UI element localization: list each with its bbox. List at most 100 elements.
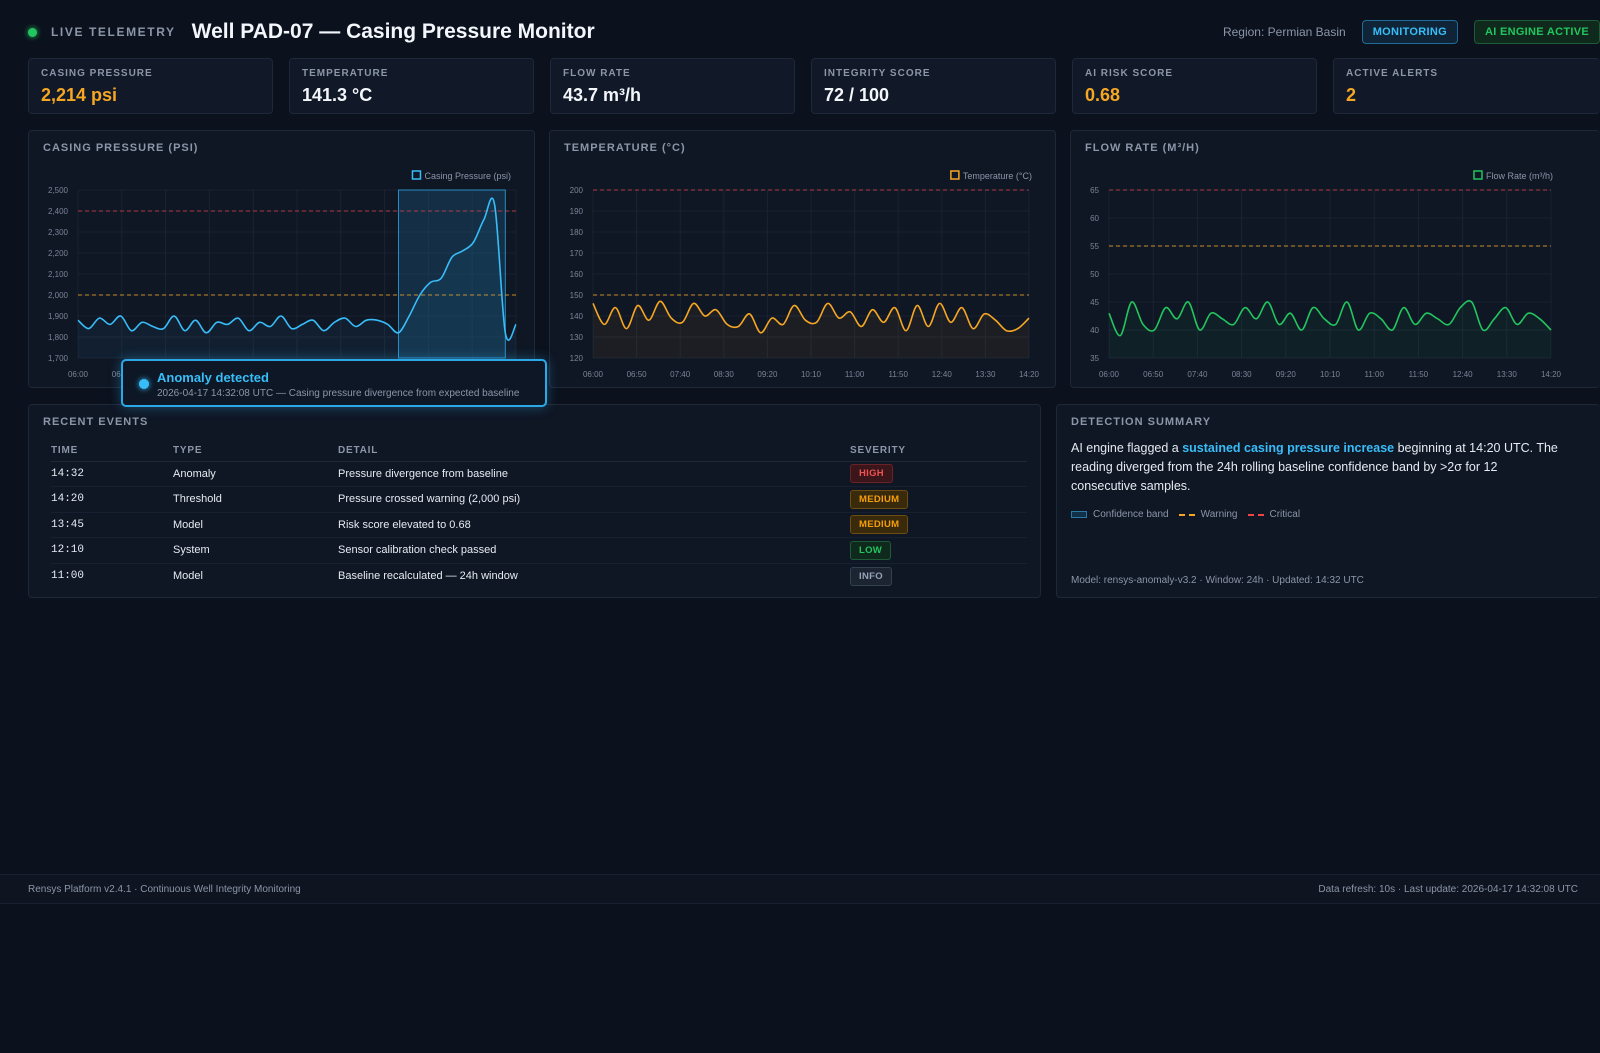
x-tick-label: 13:30 — [975, 370, 996, 379]
table-row[interactable]: 14:32 Anomaly Pressure divergence from b… — [51, 461, 1027, 487]
y-tick-label: 65 — [1090, 186, 1099, 195]
warning-swatch — [1178, 513, 1195, 516]
severity-badge: MEDIUM — [850, 515, 909, 535]
x-tick-label: 14:20 — [1019, 370, 1040, 379]
x-tick-label: 06:50 — [627, 370, 648, 379]
chart-title: TEMPERATURE (°C) — [564, 142, 686, 154]
recent-events-panel: RECENT EVENTS TIME TYPE DETAIL SEVERITY … — [28, 404, 1041, 598]
kpi-casing-pressure[interactable]: CASING PRESSURE 2,214 psi — [28, 58, 273, 114]
event-time: 11:00 — [51, 570, 85, 582]
severity-badge: HIGH — [850, 464, 893, 484]
ai-engine-badge[interactable]: AI ENGINE ACTIVE — [1473, 20, 1600, 44]
x-tick-label: 11:50 — [888, 370, 908, 379]
series-line — [592, 300, 1030, 334]
flow-chart[interactable]: 35 40 45 50 55 60 65 06:00 06:50 07:40 08:30 09:20 1… — [1071, 131, 1600, 389]
event-type: Anomaly — [173, 461, 338, 487]
chart-title: FLOW RATE (M³/H) — [1085, 142, 1200, 154]
legend-swatch — [950, 170, 960, 180]
event-detail: Pressure crossed warning (2,000 psi) — [338, 486, 850, 513]
y-tick-label: 180 — [570, 228, 584, 237]
kpi-temperature[interactable]: TEMPERATURE 141.3 °C — [289, 58, 534, 114]
legend-label: Flow Rate (m³/h) — [1486, 171, 1553, 181]
x-tick-label: 11:00 — [845, 370, 865, 379]
summary-title: DETECTION SUMMARY — [1071, 416, 1212, 428]
y-tick-label: 40 — [1090, 326, 1099, 335]
col-type[interactable]: TYPE — [173, 441, 338, 462]
y-tick-label: 140 — [570, 312, 584, 321]
anomaly-tooltip[interactable]: Anomaly detected 2026-04-17 14:32:08 UTC… — [121, 359, 547, 407]
summary-text: AI engine flagged a sustained casing pre… — [1071, 439, 1561, 496]
kpi-flow-rate[interactable]: FLOW RATE 43.7 m³/h — [550, 58, 795, 114]
severity-badge: LOW — [850, 540, 892, 560]
tooltip-subtitle: 2026-04-17 14:32:08 UTC — Casing pressur… — [157, 388, 520, 399]
event-type: Threshold — [173, 486, 338, 513]
page-title: Well PAD-07 — Casing Pressure Monitor — [191, 20, 595, 43]
severity-badge: MEDIUM — [850, 489, 909, 509]
y-tick-label: 60 — [1090, 214, 1099, 223]
series-area — [78, 198, 516, 358]
x-tick-label: 09:20 — [1276, 370, 1297, 379]
kpi-label: AI RISK SCORE — [1085, 68, 1174, 79]
summary-text-end: beginning at 14:20 UTC. The reading dive… — [1071, 441, 1558, 493]
series-area — [593, 301, 1029, 358]
x-tick-label: 06:00 — [68, 370, 89, 379]
event-time: 13:45 — [51, 512, 173, 538]
y-tick-label: 200 — [570, 186, 584, 195]
events-title: RECENT EVENTS — [43, 416, 149, 428]
y-tick-label: 2,000 — [48, 291, 69, 300]
kpi-label: TEMPERATURE — [302, 68, 389, 79]
y-tick-label: 150 — [570, 291, 584, 300]
x-tick-label: 06:50 — [1143, 370, 1164, 379]
table-header-row: TIME TYPE DETAIL SEVERITY — [51, 441, 1027, 462]
detection-summary-panel: DETECTION SUMMARY AI engine flagged a su… — [1056, 404, 1600, 598]
kpi-value: 0.68 — [1085, 85, 1121, 105]
page-footer: Rensys Platform v2.4.1 · Continuous Well… — [0, 874, 1600, 904]
series-area — [1109, 300, 1551, 358]
table-row[interactable]: 11:00 Model Baseline recalculated — 24h … — [51, 563, 1027, 589]
pressure-chart-panel: CASING PRESSURE (PSI) 1,700 1,800 1,900 2,0… — [28, 130, 535, 388]
col-severity[interactable]: SEVERITY — [850, 441, 1027, 462]
temperature-chart[interactable]: 120 130 140 150 160 170 180 190 200 06:00 06:50 07:… — [550, 131, 1057, 389]
table-row[interactable]: 14:20 Threshold Pressure crossed warning… — [51, 486, 1027, 513]
y-tick-label: 45 — [1090, 298, 1099, 307]
event-type: Model — [173, 512, 338, 538]
event-type: System — [173, 537, 338, 564]
x-tick-label: 10:10 — [1320, 370, 1341, 379]
kpi-integrity-score[interactable]: INTEGRITY SCORE 72 / 100 — [811, 58, 1056, 114]
x-tick-label: 06:00 — [1099, 370, 1120, 379]
col-time[interactable]: TIME — [51, 441, 173, 462]
table-row[interactable]: 12:10 System Sensor calibration check pa… — [51, 537, 1027, 564]
legend-critical: Critical — [1269, 509, 1301, 520]
y-tick-label: 2,200 — [48, 249, 69, 258]
x-tick-label: 07:40 — [670, 370, 691, 379]
legend-label: Temperature (°C) — [963, 171, 1032, 181]
x-tick-label: 07:40 — [1187, 370, 1208, 379]
monitoring-badge[interactable]: MONITORING — [1361, 20, 1458, 44]
event-time: 12:10 — [51, 537, 173, 564]
legend-swatch — [411, 170, 422, 180]
kpi-label: CASING PRESSURE — [41, 68, 153, 79]
pressure-chart[interactable]: 1,700 1,800 1,900 2,000 2,100 2,200 2,300 2,400… — [29, 131, 536, 389]
tooltip-title: Anomaly detected — [157, 370, 269, 385]
events-table: TIME TYPE DETAIL SEVERITY 14:32 Anomaly … — [51, 441, 1027, 589]
table-row[interactable]: 13:45 Model Risk score elevated to 0.68 … — [51, 512, 1027, 538]
col-detail[interactable]: DETAIL — [338, 441, 850, 462]
x-tick-label: 14:20 — [1541, 370, 1562, 379]
confidence-band-swatch — [1071, 511, 1087, 518]
kpi-active-alerts[interactable]: ACTIVE ALERTS 2 — [1333, 58, 1600, 114]
chart-title: CASING PRESSURE (PSI) — [43, 142, 199, 154]
event-detail: Sensor calibration check passed — [338, 537, 850, 564]
summary-legend: Confidence band Warning Critical — [1071, 509, 1300, 520]
legend-swatch — [1473, 170, 1483, 180]
y-tick-label: 2,300 — [48, 228, 69, 237]
series-line — [1108, 300, 1552, 337]
x-tick-label: 12:40 — [1453, 370, 1474, 379]
temperature-chart-panel: TEMPERATURE (°C) 120 130 140 150 160 170 180 19… — [549, 130, 1056, 388]
y-tick-label: 2,400 — [48, 207, 69, 216]
flow-chart-panel: FLOW RATE (M³/H) 35 40 45 50 55 60 65 06:00 06:5… — [1070, 130, 1600, 388]
event-time: 14:32 — [51, 461, 173, 487]
region-label: Region: Permian Basin — [1222, 25, 1346, 39]
kpi-ai-risk-score[interactable]: AI RISK SCORE 0.68 — [1072, 58, 1317, 114]
event-detail: Pressure divergence from baseline — [338, 461, 850, 487]
y-tick-label: 120 — [570, 354, 584, 363]
